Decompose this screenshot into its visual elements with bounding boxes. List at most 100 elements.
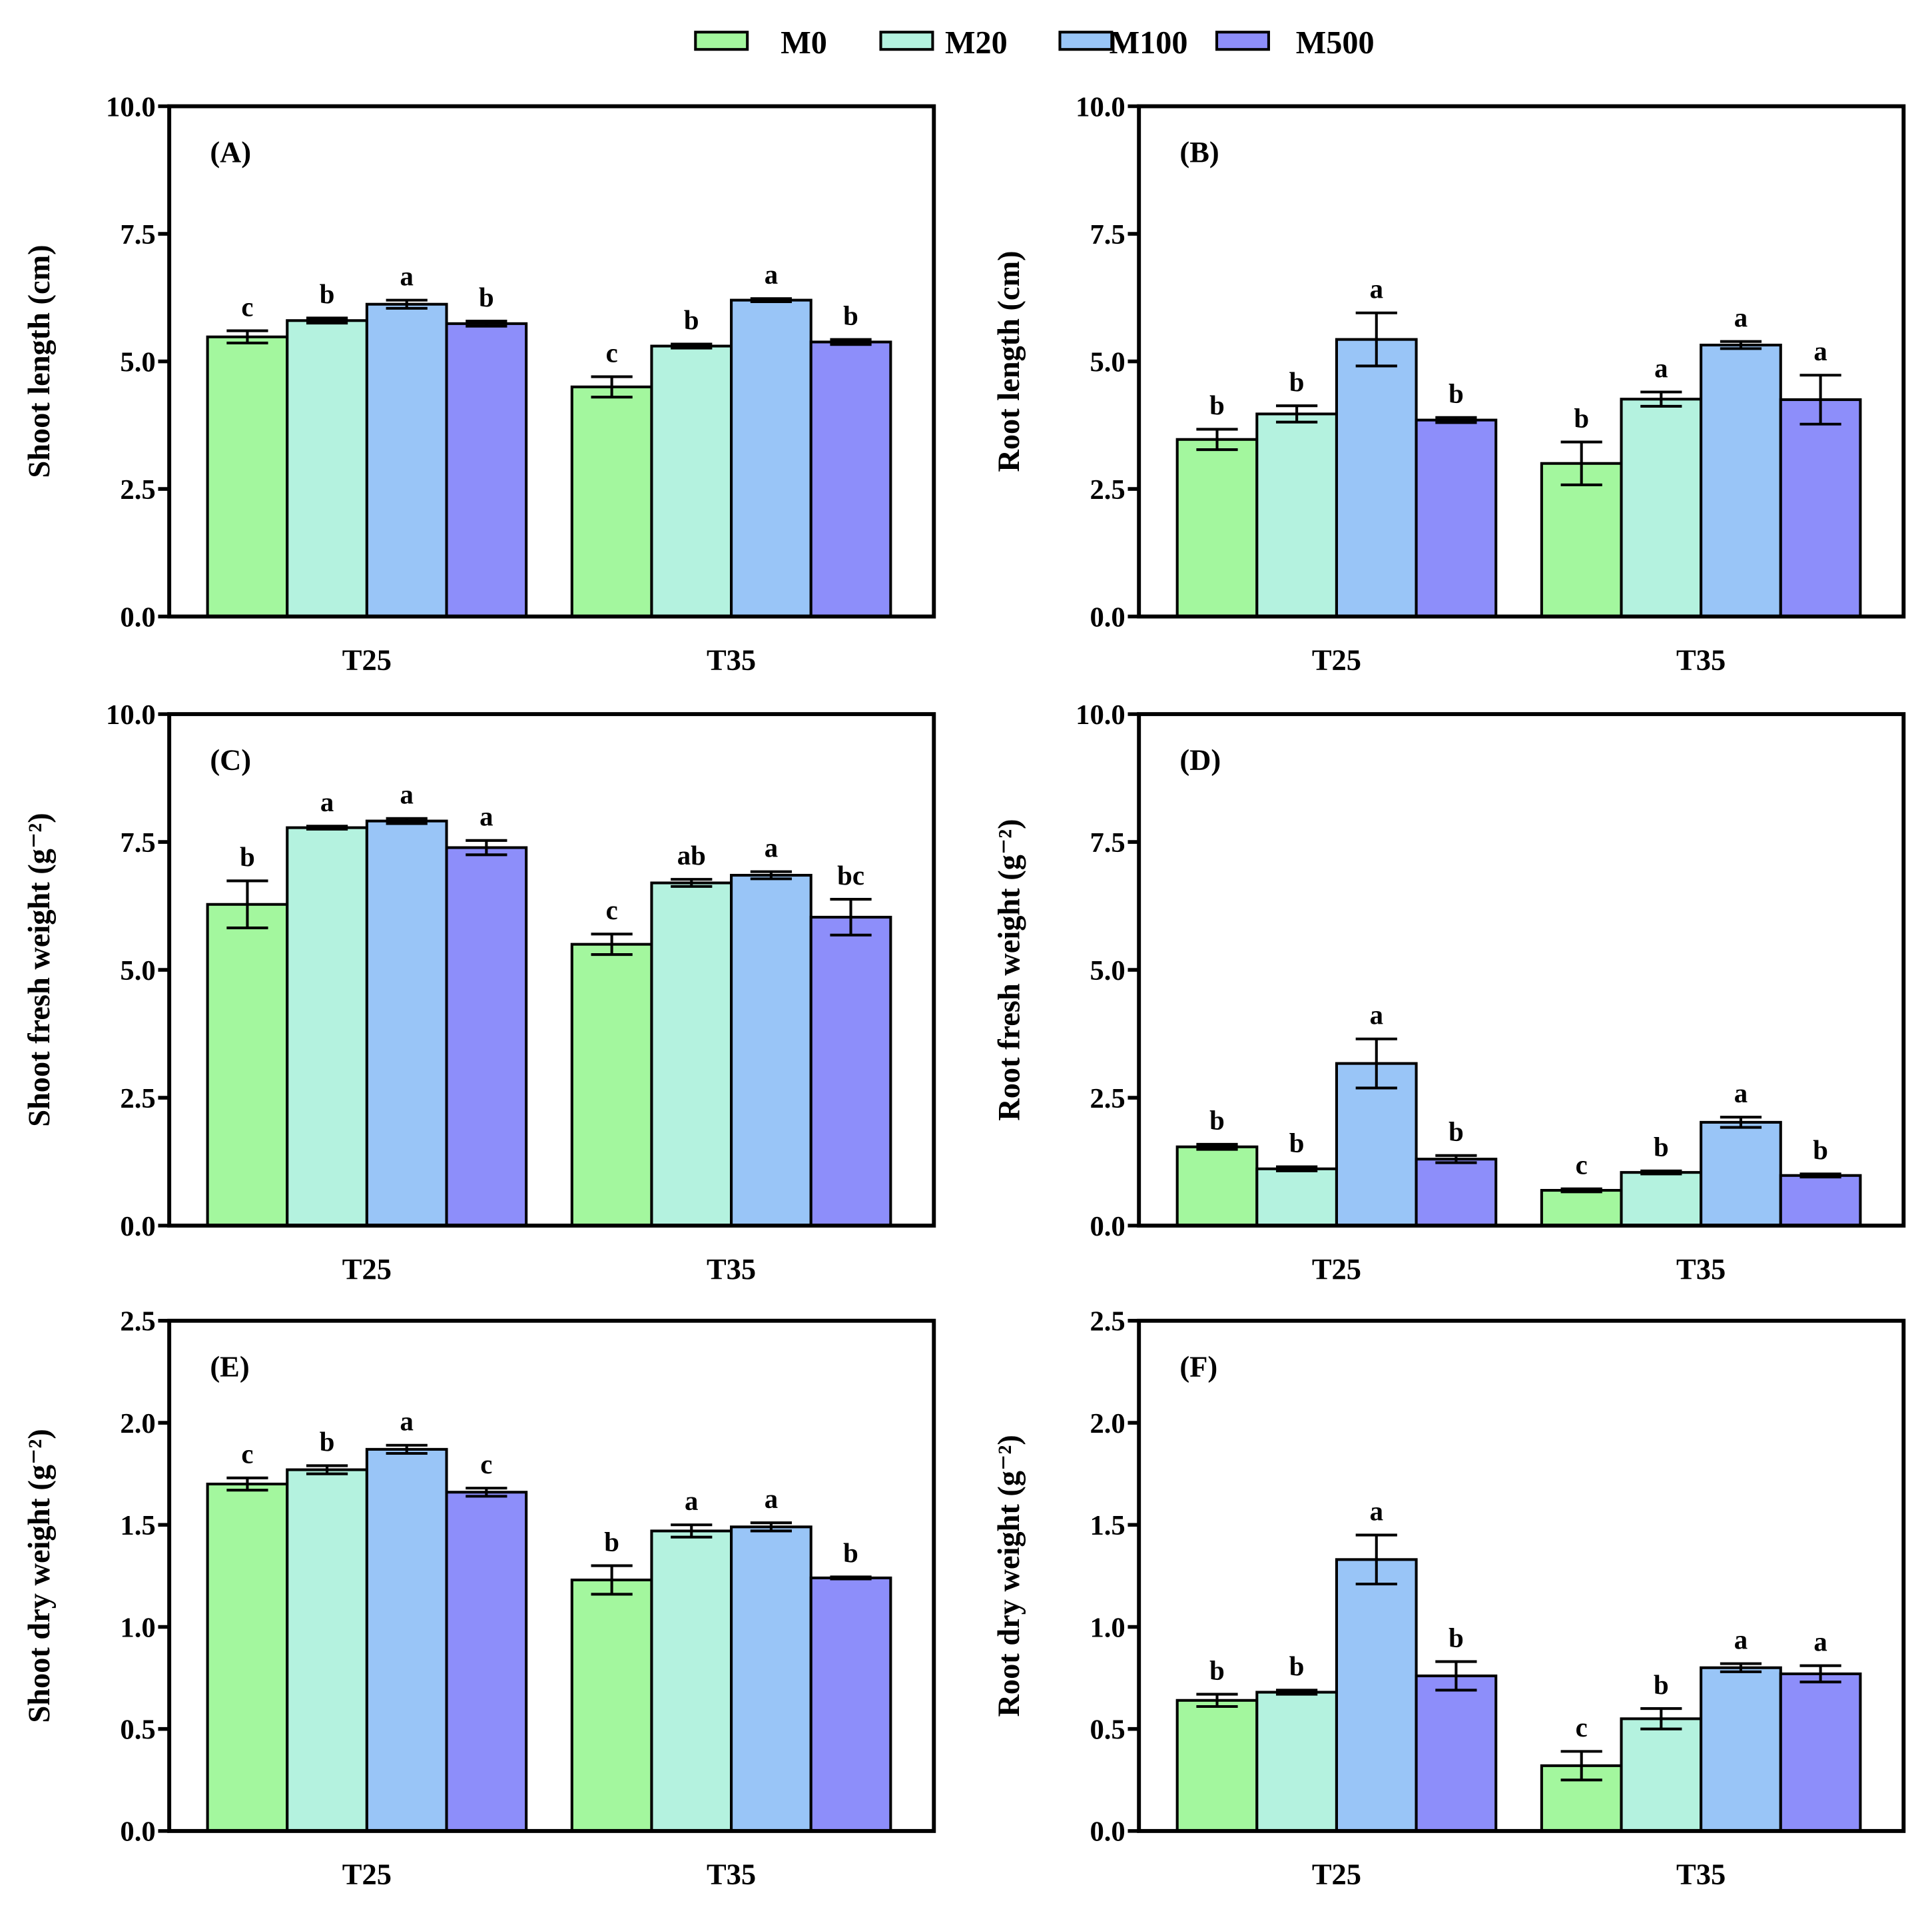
significance-letter: b — [1654, 1132, 1669, 1162]
panel-title: (B) — [1179, 135, 1219, 169]
y-axis-label: Shoot fresh weight (g⁻²) — [23, 813, 57, 1126]
y-tick-label: 10.0 — [1076, 699, 1126, 731]
significance-letter: a — [1734, 302, 1748, 332]
significance-letter: bc — [837, 861, 864, 891]
significance-letter: a — [1370, 274, 1383, 304]
bar-m0-t25 — [206, 335, 289, 618]
y-tick-label: 10.0 — [106, 699, 156, 731]
significance-letter: b — [1574, 403, 1589, 433]
y-tick-label: 1.0 — [1090, 1612, 1125, 1643]
significance-letter: b — [240, 842, 255, 872]
panel-title: (A) — [210, 135, 251, 169]
significance-letter: c — [480, 1449, 492, 1479]
bar-m100-t35 — [730, 873, 812, 1228]
significance-letter: a — [685, 1486, 698, 1516]
significance-letter: b — [1813, 1135, 1828, 1165]
y-tick-label: 7.5 — [1090, 219, 1125, 250]
x-tick-label-t35: T35 — [1676, 643, 1726, 676]
chart-panel-d: b b a b T25 c b a b T35 0.0 2.5 5.0 7.5 10.0 Root fresh… — [992, 699, 1906, 1286]
plot-frame — [1137, 1318, 1906, 1833]
significance-letter: a — [400, 261, 414, 291]
x-tick-label-t35: T35 — [1676, 1252, 1726, 1286]
legend-label-m20: M20 — [945, 25, 1008, 61]
significance-letter: b — [1449, 1117, 1464, 1147]
bar-m20-t35 — [650, 881, 733, 1228]
y-tick-label: 0.0 — [120, 601, 155, 633]
x-tick-label-t35: T35 — [1676, 1858, 1726, 1891]
bar-m20-t25 — [1255, 412, 1338, 618]
bar-m100-t35 — [1700, 1666, 1782, 1832]
significance-letter: a — [765, 1484, 778, 1514]
bar-m500-t35 — [809, 340, 892, 618]
bar-m100-t25 — [365, 302, 448, 618]
panel-title: (E) — [210, 1349, 249, 1383]
y-tick-label: 7.5 — [120, 219, 155, 250]
bar-m500-t35 — [1779, 1672, 1862, 1832]
bar-m500-t25 — [445, 1491, 528, 1832]
x-tick-label-t25: T25 — [342, 1858, 392, 1891]
y-tick-label: 2.5 — [1090, 1083, 1125, 1114]
legend-swatch-m20 — [879, 31, 934, 51]
y-tick-label: 0.0 — [1090, 1211, 1125, 1242]
bar-m20-t35 — [650, 1529, 733, 1832]
legend-swatch-m500 — [1215, 31, 1270, 51]
bar-m0-t35 — [570, 385, 653, 618]
significance-letter: b — [1209, 390, 1225, 420]
bar-m0-t25 — [206, 1482, 289, 1832]
bar-m100-t25 — [1335, 1062, 1418, 1228]
bar-m500-t25 — [445, 322, 528, 618]
bar-m20-t35 — [1620, 1717, 1703, 1832]
significance-letter: b — [1289, 367, 1305, 397]
chart-panel-b: b b a b T25 b a a a T35 0.0 2.5 5.0 7.5 10.0 Root lengt… — [992, 91, 1906, 676]
y-tick-label: 5.0 — [1090, 955, 1125, 986]
y-tick-label: 0.0 — [120, 1211, 155, 1242]
y-tick-label: 5.0 — [120, 955, 155, 986]
significance-letter: c — [241, 292, 253, 322]
significance-letter: c — [241, 1439, 253, 1469]
significance-letter: a — [1813, 336, 1827, 366]
y-axis-label: Root fresh weight (g⁻²) — [992, 819, 1026, 1120]
legend-label-m100: M100 — [1110, 25, 1188, 61]
bar-m0-t25 — [1175, 1145, 1259, 1228]
chart-panel-e: c b a c T25 b a a b T35 0.0 0.5 1.0 1.5 2.0 2.5 Shoot dr… — [23, 1306, 936, 1891]
legend-swatch-m0 — [694, 31, 749, 51]
significance-letter: a — [1813, 1627, 1827, 1657]
bar-m20-t25 — [1255, 1691, 1338, 1832]
plot-frame — [167, 1318, 936, 1833]
x-tick-label-t25: T25 — [1312, 1252, 1361, 1286]
bar-m20-t25 — [286, 826, 368, 1228]
y-tick-label: 7.5 — [1090, 827, 1125, 859]
significance-letter: b — [684, 305, 699, 335]
bar-m500-t25 — [445, 846, 528, 1228]
bar-m100-t35 — [730, 1525, 812, 1832]
y-tick-label: 0.0 — [1090, 601, 1125, 633]
significance-letter: a — [400, 780, 414, 810]
bar-m500-t35 — [809, 915, 892, 1228]
significance-letter: b — [604, 1527, 619, 1557]
y-tick-label: 2.5 — [120, 1306, 155, 1337]
y-tick-label: 2.0 — [1090, 1408, 1125, 1439]
legend-label-m0: M0 — [781, 25, 827, 61]
bar-m100-t35 — [730, 298, 812, 618]
significance-letter: b — [1449, 1623, 1464, 1653]
significance-letter: b — [1289, 1128, 1305, 1158]
significance-letter: c — [606, 895, 618, 925]
x-tick-label-t35: T35 — [707, 643, 756, 676]
y-axis-label: Shoot dry weight (g⁻²) — [23, 1429, 57, 1722]
bar-m500-t25 — [1415, 418, 1498, 618]
y-axis-label: Root dry weight (g⁻²) — [992, 1435, 1026, 1716]
y-tick-label: 0.0 — [1090, 1816, 1125, 1848]
x-tick-label-t35: T35 — [707, 1252, 756, 1286]
x-tick-label-t35: T35 — [707, 1858, 756, 1891]
significance-letter: ab — [677, 841, 706, 871]
significance-letter: b — [1449, 379, 1464, 409]
y-tick-label: 2.5 — [120, 474, 155, 506]
bar-m0-t35 — [570, 1578, 653, 1832]
bar-m20-t35 — [1620, 398, 1703, 618]
significance-letter: a — [1734, 1625, 1748, 1655]
x-tick-label-t25: T25 — [342, 1252, 392, 1286]
significance-letter: a — [765, 833, 778, 863]
panel-title: (C) — [210, 743, 251, 777]
significance-letter: a — [1654, 353, 1668, 383]
bar-m0-t35 — [1540, 462, 1623, 618]
